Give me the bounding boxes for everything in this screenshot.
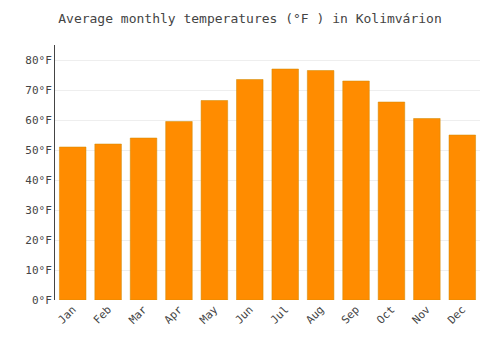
svg-text:10°F: 10°F [25, 264, 52, 277]
svg-text:May: May [197, 303, 221, 327]
svg-text:Nov: Nov [410, 303, 434, 327]
svg-text:40°F: 40°F [25, 174, 52, 187]
svg-text:Oct: Oct [374, 303, 397, 326]
svg-text:Dec: Dec [445, 303, 468, 326]
svg-text:Aug: Aug [303, 303, 326, 326]
svg-text:20°F: 20°F [25, 234, 52, 247]
svg-text:60°F: 60°F [25, 114, 52, 127]
svg-text:Jun: Jun [233, 303, 256, 326]
svg-text:Average monthly temperatures (: Average monthly temperatures (°F ) in Ko… [58, 11, 442, 26]
svg-text:Mar: Mar [126, 303, 150, 327]
svg-text:50°F: 50°F [25, 144, 52, 157]
svg-text:80°F: 80°F [25, 54, 52, 67]
svg-text:Apr: Apr [162, 303, 186, 327]
svg-text:0°F: 0°F [32, 294, 52, 307]
svg-text:30°F: 30°F [25, 204, 52, 217]
svg-text:Feb: Feb [91, 303, 114, 326]
svg-text:Jul: Jul [268, 303, 291, 326]
svg-text:Sep: Sep [339, 303, 362, 326]
svg-text:70°F: 70°F [25, 84, 52, 97]
svg-text:Jan: Jan [55, 303, 78, 326]
